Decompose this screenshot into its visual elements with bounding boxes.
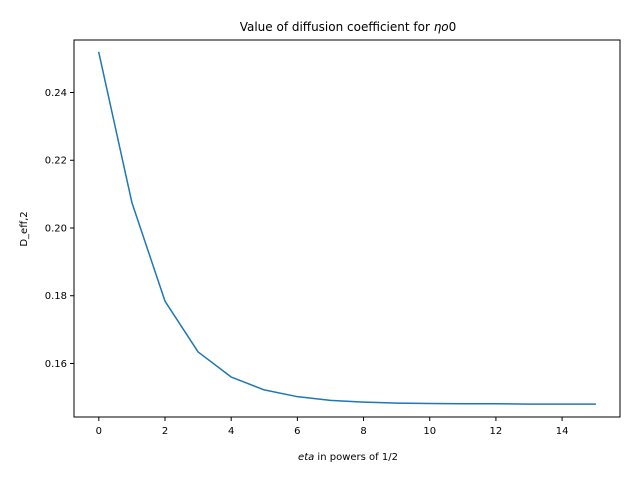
x-axis-label-italic: eta	[298, 452, 314, 463]
x-axis-label: eta in powers of 1/2	[298, 452, 398, 463]
chart-title: Value of diffusion coefficient for ηo0	[240, 20, 457, 34]
series-line	[97, 51, 596, 405]
x-tick-label: 14	[556, 426, 569, 437]
x-tick-label: 10	[423, 426, 436, 437]
chart-title-suffix: 0	[449, 20, 457, 34]
plot-area	[97, 51, 596, 405]
x-axis-label-rest: in powers of 1/2	[314, 452, 398, 463]
y-axis-label: D_eff,2	[19, 211, 30, 246]
x-tick-label: 8	[360, 426, 366, 437]
y-tick-label: 0.18	[45, 291, 67, 302]
x-tick-label: 12	[490, 426, 503, 437]
y-axis: 0.16 0.18 0.20 0.22 0.24	[45, 88, 74, 370]
x-tick-label: 2	[162, 426, 168, 437]
y-tick-label: 0.22	[45, 156, 67, 167]
y-tick-label: 0.20	[45, 223, 67, 234]
axes-frame	[73, 39, 621, 418]
y-tick-label: 0.24	[45, 88, 67, 99]
x-tick-label: 4	[228, 426, 234, 437]
y-tick-label: 0.16	[45, 359, 67, 370]
chart-title-symbol: ηo	[434, 20, 449, 34]
x-tick-label: 0	[96, 426, 102, 437]
chart-title-prefix: Value of diffusion coefficient for	[240, 20, 434, 34]
x-tick-label: 6	[294, 426, 300, 437]
x-axis: 0 2 4 6 8 10 12 14	[96, 417, 569, 437]
